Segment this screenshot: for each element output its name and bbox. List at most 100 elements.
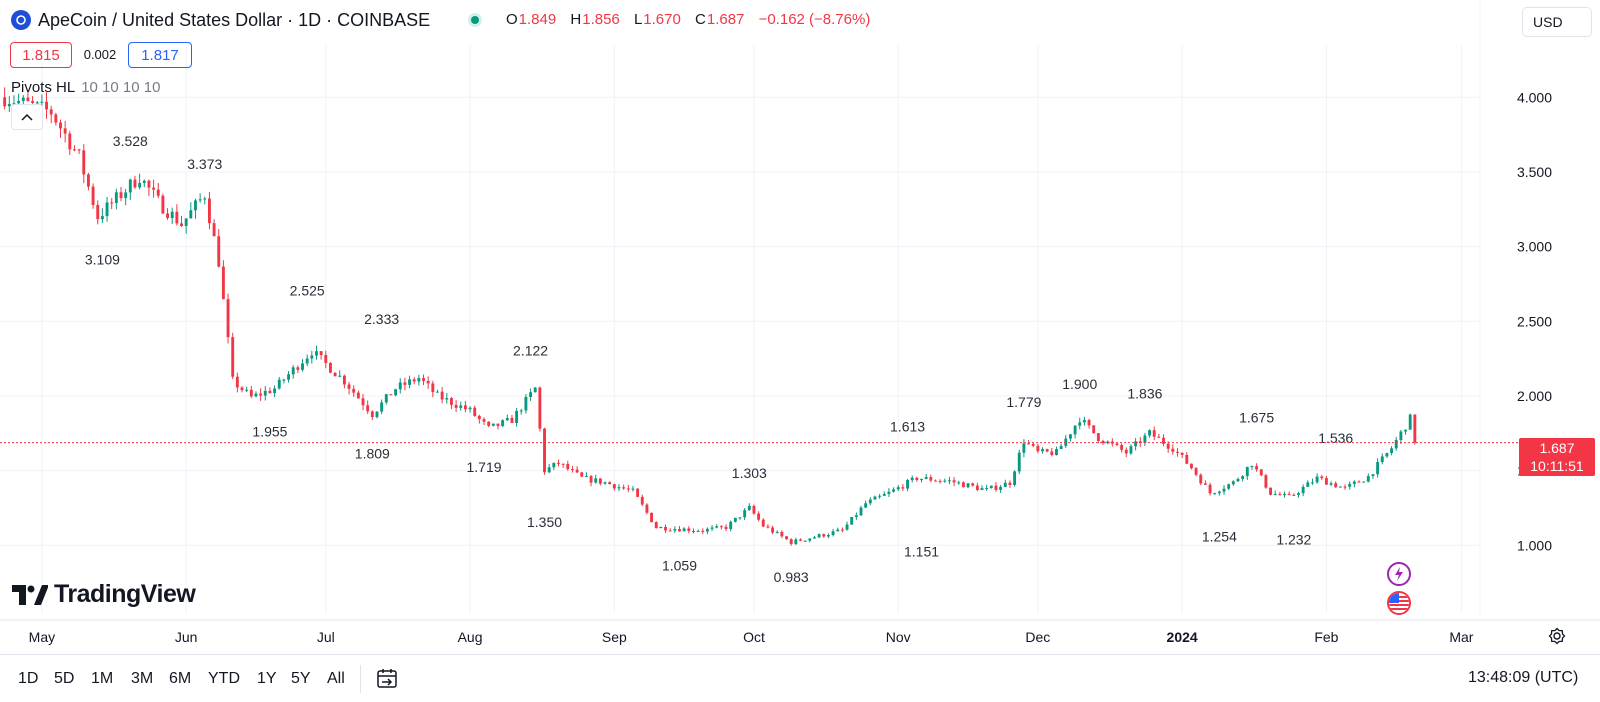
candle-body (100, 216, 104, 220)
candle-body (96, 204, 100, 220)
market-status-icon[interactable] (468, 13, 482, 27)
event-flash-icon[interactable] (1387, 562, 1411, 586)
collapse-legend-button[interactable] (11, 104, 43, 130)
tradingview-logo[interactable]: TradingView (12, 580, 196, 609)
pivot-label: 1.254 (1202, 528, 1237, 544)
calendar-goto-icon[interactable] (376, 667, 398, 689)
candle-body (1352, 481, 1356, 484)
candle-body (1152, 430, 1156, 437)
candle-body (515, 410, 519, 423)
candle-body (1278, 494, 1282, 496)
candle-body (840, 529, 844, 531)
candle-body (678, 529, 681, 532)
range-3m[interactable]: 3M (131, 670, 154, 687)
range-1m[interactable]: 1M (91, 670, 114, 687)
candle-body (1176, 451, 1179, 453)
candle-body (403, 382, 407, 385)
candle-body (701, 530, 705, 532)
pivot-label: 1.719 (467, 459, 502, 475)
candle-body (398, 382, 402, 390)
candle-body (17, 100, 21, 104)
candle-body (170, 211, 174, 218)
x-tick-label: Sep (602, 629, 627, 645)
candle-body (1222, 488, 1226, 492)
candle-body (1371, 474, 1375, 477)
range-ytd[interactable]: YTD (208, 670, 240, 687)
candle-body (803, 540, 807, 542)
pivot-label: 1.675 (1239, 409, 1274, 425)
candle-body (757, 513, 761, 520)
candle-body (263, 390, 267, 396)
candle-body (119, 192, 123, 199)
indicator-legend[interactable]: Pivots HL 10 10 10 10 (11, 79, 160, 96)
axis-settings-icon[interactable] (1548, 627, 1566, 645)
candle-body (673, 529, 677, 531)
candle-body (128, 179, 132, 193)
candle-body (645, 504, 649, 513)
candle-body (333, 372, 337, 377)
candle-body (1180, 452, 1184, 455)
candle-body (552, 462, 556, 468)
candle-body (1404, 429, 1407, 432)
candle-body (938, 480, 942, 482)
candle-body (994, 485, 998, 490)
candle-body (282, 379, 286, 381)
ohlc-low-key: L (633, 11, 643, 28)
candle-body (217, 236, 221, 267)
candle-body (961, 482, 965, 488)
candle-body (920, 478, 923, 481)
candle-body (659, 526, 663, 529)
candle-body (1380, 456, 1384, 463)
candle-body (1301, 486, 1305, 494)
range-1y[interactable]: 1Y (257, 670, 277, 687)
candle-body (49, 109, 53, 115)
candle-body (580, 472, 584, 477)
toolbar-divider (360, 665, 361, 693)
symbol-icon[interactable] (11, 10, 31, 30)
candle-body (729, 521, 733, 530)
candle-body (110, 202, 114, 204)
candle-body (356, 392, 360, 399)
candle-body (724, 526, 728, 530)
candle-body (450, 398, 453, 405)
currency-selector[interactable]: USD (1522, 7, 1592, 37)
candle-body (342, 375, 346, 385)
range-5y[interactable]: 5Y (291, 670, 311, 687)
candle-body (1413, 414, 1417, 443)
range-1d[interactable]: 1D (18, 670, 39, 687)
pivot-label: 1.809 (355, 445, 390, 461)
candle-body (543, 428, 546, 473)
utc-clock[interactable]: 13:48:09 (UTC) (1468, 669, 1579, 686)
candle-body (1357, 481, 1361, 483)
logo-text: TradingView (54, 580, 196, 608)
candle-body (133, 179, 137, 188)
range-all[interactable]: All (327, 670, 345, 687)
ohlc-open-key: O (506, 11, 518, 28)
event-flag-icon[interactable] (1387, 591, 1411, 615)
candle-body (1013, 471, 1017, 485)
candle-body (929, 477, 933, 481)
range-6m[interactable]: 6M (169, 670, 192, 687)
candle-body (124, 192, 128, 199)
candle-body (417, 378, 421, 382)
candle-body (813, 537, 816, 539)
candle-body (375, 411, 379, 418)
candle-body (384, 394, 388, 403)
sell-price-button[interactable]: 1.815 (10, 42, 72, 68)
candle-body (566, 464, 570, 470)
candle-body (626, 488, 630, 490)
candle-body (194, 200, 197, 211)
candle-body (761, 519, 765, 527)
candle-body (105, 202, 109, 217)
candle-body (240, 387, 244, 391)
symbol-title[interactable]: ApeCoin / United States Dollar · 1D · CO… (38, 10, 431, 30)
range-5d[interactable]: 5D (54, 670, 75, 687)
x-tick-label: Oct (743, 629, 765, 645)
candle-body (831, 531, 835, 536)
candle-body (445, 398, 449, 400)
buy-price-button[interactable]: 1.817 (128, 42, 192, 68)
candle-body (771, 527, 775, 533)
candle-body (1008, 482, 1012, 485)
ohlc-change-value: −0.162 (−8.76%) (758, 11, 871, 28)
